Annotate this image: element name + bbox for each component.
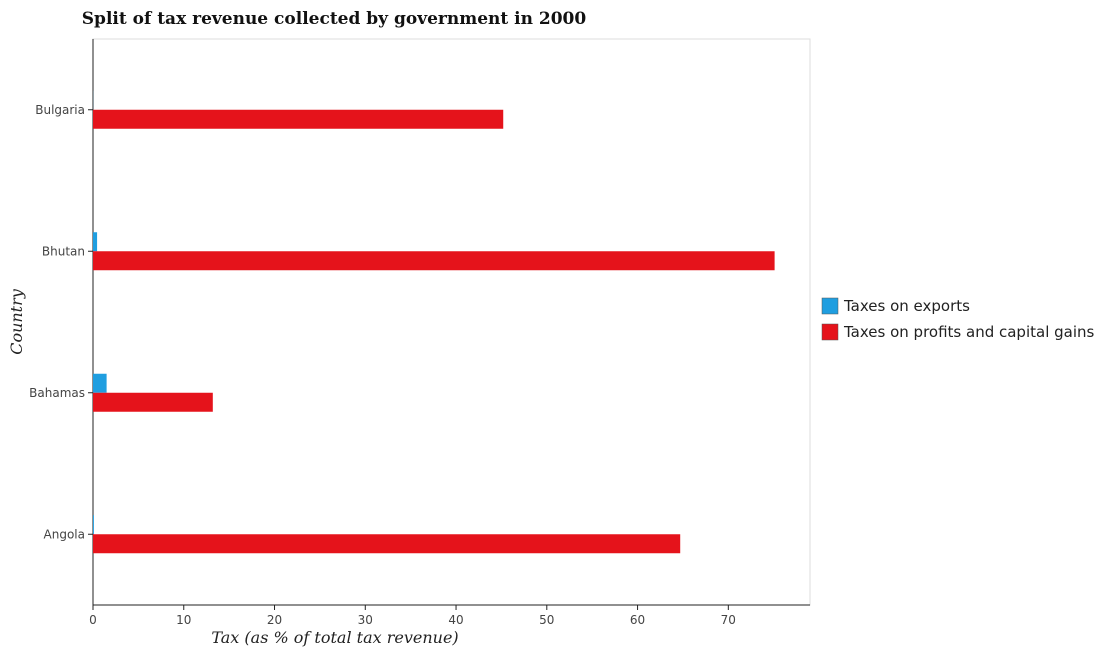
x-tick-label: 20 (267, 613, 282, 627)
x-tick-label: 60 (630, 613, 645, 627)
x-tick-label: 10 (176, 613, 191, 627)
x-tick-label: 0 (89, 613, 97, 627)
legend-swatch-exports (822, 298, 838, 314)
chart-title: Split of tax revenue collected by govern… (82, 9, 587, 29)
y-axis-label: Country (7, 288, 26, 355)
bars-group (93, 91, 775, 554)
bar-profits-angola (93, 534, 680, 553)
legend-label-exports: Taxes on exports (843, 297, 970, 315)
x-tick-label: 30 (358, 613, 373, 627)
bar-exports-bahamas (93, 374, 107, 393)
bar-profits-bulgaria (93, 110, 503, 129)
bar-profits-bhutan (93, 251, 775, 270)
bar-exports-bhutan (93, 232, 97, 251)
bar-exports-angola (93, 515, 94, 534)
y-tick-label-bhutan: Bhutan (42, 244, 85, 258)
legend-swatch-profits (822, 324, 838, 340)
x-tick-label: 70 (721, 613, 736, 627)
y-tick-label-angola: Angola (44, 527, 85, 541)
y-tick-label-bulgaria: Bulgaria (35, 103, 85, 117)
x-ticks-group: 0 10 20 30 40 50 60 70 (89, 605, 736, 627)
y-ticks-group: Angola Bahamas Bhutan Bulgaria (29, 103, 93, 542)
y-tick-label-bahamas: Bahamas (29, 386, 85, 400)
legend: Taxes on exports Taxes on profits and cap… (822, 297, 1095, 341)
x-tick-label: 40 (448, 613, 463, 627)
legend-label-profits: Taxes on profits and capital gains (843, 323, 1095, 341)
x-tick-label: 50 (539, 613, 554, 627)
bar-profits-bahamas (93, 393, 213, 412)
x-axis-label: Tax (as % of total tax revenue) (211, 628, 458, 647)
